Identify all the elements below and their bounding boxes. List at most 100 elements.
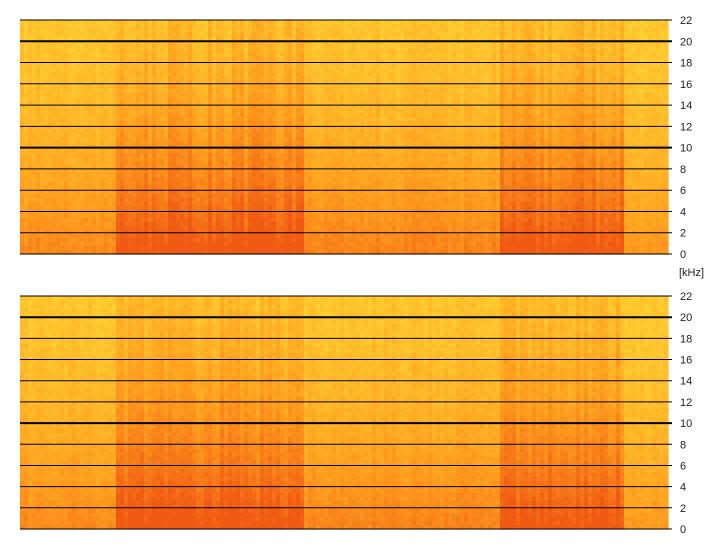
spectrogram-cell (24, 157, 29, 162)
spectrogram-cell (152, 213, 157, 219)
spectrogram-cell (24, 137, 29, 142)
spectrogram-cell (140, 153, 145, 158)
spectrogram-cell (32, 197, 37, 203)
spectrogram-cell (356, 56, 361, 61)
spectrogram-cell (296, 137, 301, 142)
spectrogram-cell (44, 96, 49, 102)
spectrogram-cell (172, 225, 177, 231)
spectrogram-cell (364, 20, 369, 25)
spectrogram-cell (352, 76, 357, 82)
spectrogram-cell (96, 173, 101, 178)
spectrogram-cell (24, 165, 29, 170)
spectrogram-cell (268, 52, 273, 57)
spectrogram-cell (248, 116, 253, 122)
spectrogram-cell (76, 104, 81, 110)
spectrogram-cell (332, 32, 337, 37)
spectrogram-cell (292, 241, 297, 247)
spectrogram-cell (356, 221, 361, 227)
spectrogram-cell (156, 141, 161, 146)
spectrogram-cell (112, 233, 117, 239)
spectrogram-cell (176, 132, 181, 138)
spectrogram-cell (308, 132, 313, 138)
spectrogram-cell (100, 185, 105, 191)
spectrogram-cell (88, 201, 93, 207)
spectrogram-cell (100, 36, 105, 41)
spectrogram-cell (332, 44, 337, 49)
spectrogram-cell (72, 245, 77, 251)
spectrogram-cell (68, 161, 73, 166)
spectrogram-cell (32, 48, 37, 53)
spectrogram-cell (336, 165, 341, 170)
spectrogram-cell (48, 165, 53, 170)
spectrogram-cell (320, 181, 325, 187)
spectrogram-cell (216, 112, 221, 118)
spectrogram-cell (32, 132, 37, 138)
spectrogram-cell (100, 72, 105, 78)
spectrogram-cell (28, 249, 33, 255)
spectrogram-cell (56, 185, 61, 191)
spectrogram-cell (96, 56, 101, 61)
spectrogram-cell (344, 88, 349, 94)
spectrogram-cell (304, 80, 309, 86)
spectrogram-cell (312, 249, 317, 255)
spectrogram-cell (160, 96, 165, 102)
spectrogram-cell (252, 52, 257, 57)
spectrogram-cell (184, 36, 189, 41)
spectrogram-cell (280, 221, 285, 227)
spectrogram-cell (248, 165, 253, 170)
spectrogram-cell (32, 72, 37, 78)
spectrogram-cell (44, 40, 49, 45)
spectrogram-cell (192, 149, 197, 154)
spectrogram-cell (300, 181, 305, 187)
spectrogram-cell (168, 173, 173, 178)
spectrogram-cell (112, 249, 117, 255)
spectrogram-cell (248, 205, 253, 211)
spectrogram-cell (88, 112, 93, 118)
spectrogram-cell (316, 68, 321, 74)
spectrogram-cell (28, 100, 33, 106)
spectrogram-cell (156, 48, 161, 53)
spectrogram-cell (212, 201, 217, 207)
spectrogram-cell (64, 185, 69, 191)
spectrogram-cell (208, 193, 213, 199)
spectrogram-cell (144, 36, 149, 41)
spectrogram-cell (56, 221, 61, 227)
spectrogram-cell (196, 161, 201, 166)
spectrogram-cell (168, 44, 173, 49)
spectrogram-cell (96, 165, 101, 170)
spectrogram-cell (204, 169, 209, 174)
spectrogram-cell (300, 233, 305, 239)
spectrogram-cell (292, 72, 297, 78)
spectrogram-cell (168, 88, 173, 94)
spectrogram-cell (228, 124, 233, 130)
spectrogram-cell (36, 28, 41, 33)
spectrogram-cell (236, 229, 241, 235)
spectrogram-cell (320, 52, 325, 57)
spectrogram-cell (288, 165, 293, 170)
spectrogram-cell (172, 72, 177, 78)
spectrogram-cell (232, 40, 237, 45)
spectrogram-cell (32, 249, 37, 255)
spectrogram-cell (192, 233, 197, 239)
spectrogram-cell (48, 132, 53, 138)
spectrogram-cell (236, 177, 241, 182)
spectrogram-cell (240, 233, 245, 239)
spectrogram-cell (212, 173, 217, 178)
spectrogram-cell (360, 225, 365, 231)
spectrogram-cell (308, 112, 313, 118)
spectrogram-cell (352, 197, 357, 203)
spectrogram-cell (288, 120, 293, 126)
spectrogram-cell (304, 141, 309, 146)
spectrogram-cell (52, 173, 57, 178)
spectrogram-cell (180, 225, 185, 231)
spectrogram-cell (204, 80, 209, 86)
spectrogram-cell (60, 153, 65, 158)
spectrogram-cell (132, 225, 137, 231)
spectrogram-cell (252, 84, 257, 90)
spectrogram-cell (340, 245, 345, 251)
spectrogram-cell (256, 217, 261, 223)
spectrogram-cell (284, 185, 289, 191)
spectrogram-cell (244, 173, 249, 178)
spectrogram-cell (68, 52, 73, 57)
spectrogram-cell (284, 249, 289, 255)
